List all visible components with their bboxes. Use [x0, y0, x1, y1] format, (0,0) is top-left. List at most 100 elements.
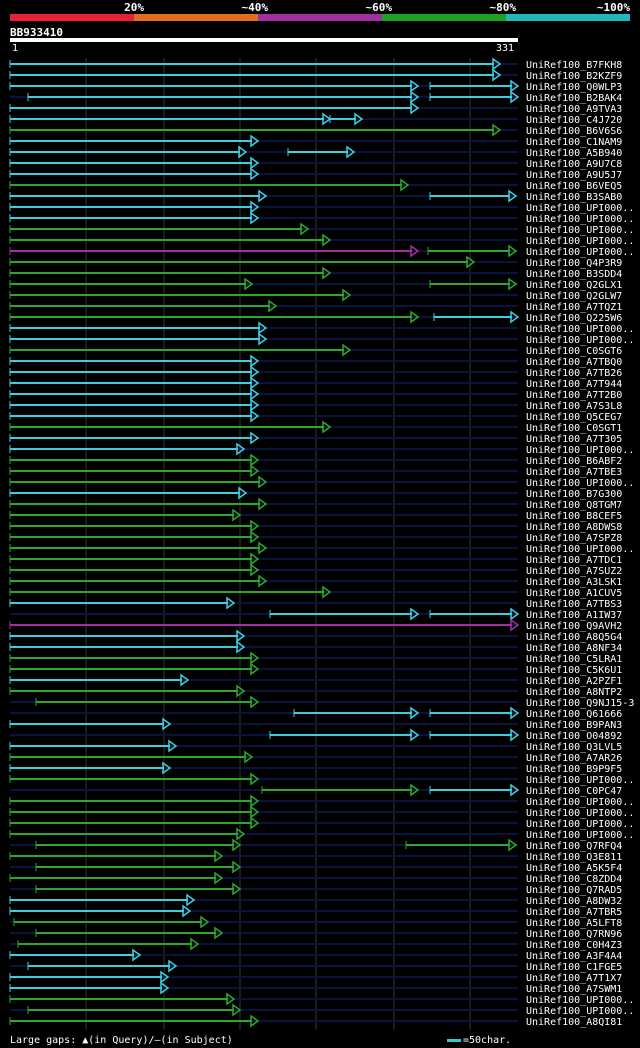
hit-label[interactable]: UniRef100_A9U7C8	[526, 159, 622, 170]
hit-label[interactable]: UniRef100_C4J720	[526, 115, 622, 126]
hit-label[interactable]: UniRef100_C0PC47	[526, 786, 622, 797]
hit-row[interactable]: UniRef100_C0SGT6	[9, 343, 622, 357]
hit-label[interactable]: UniRef100_Q61666	[526, 709, 622, 720]
hit-row[interactable]: UniRef100_UPI000..	[9, 541, 634, 555]
hit-label[interactable]: UniRef100_UPI000..	[526, 478, 634, 489]
hit-row[interactable]: UniRef100_A9TVA3	[9, 101, 622, 115]
hit-label[interactable]: UniRef100_C5K6U1	[526, 665, 622, 676]
hit-label[interactable]: UniRef100_A3LSK1	[526, 577, 622, 588]
hit-row[interactable]: UniRef100_UPI000..	[9, 332, 634, 346]
hit-label[interactable]: UniRef100_UPI000..	[526, 225, 634, 236]
hit-row[interactable]: UniRef100_A7T944	[9, 376, 622, 390]
hit-row[interactable]: UniRef100_A9U7C8	[9, 156, 622, 170]
hit-label[interactable]: UniRef100_B8CEF5	[526, 511, 622, 522]
hit-label[interactable]: UniRef100_B6V6S6	[526, 126, 622, 137]
hit-row[interactable]: UniRef100_UPI000..	[9, 321, 634, 335]
hit-row[interactable]: UniRef100_A8DWS8	[9, 519, 622, 533]
hit-row[interactable]: UniRef100_A5K5F4	[10, 860, 622, 874]
hit-label[interactable]: UniRef100_UPI000..	[526, 775, 634, 786]
hit-label[interactable]: UniRef100_UPI000..	[526, 324, 634, 335]
hit-label[interactable]: UniRef100_Q5CEG7	[526, 412, 622, 423]
hit-row[interactable]: UniRef100_UPI000..	[9, 475, 634, 489]
hit-label[interactable]: UniRef100_UPI000..	[526, 335, 634, 346]
hit-row[interactable]: UniRef100_B9PAN3	[9, 717, 622, 731]
hit-label[interactable]: UniRef100_B7FKH8	[526, 60, 622, 71]
hit-label[interactable]: UniRef100_C0SGT6	[526, 346, 622, 357]
hit-label[interactable]: UniRef100_B3SAB0	[526, 192, 622, 203]
hit-label[interactable]: UniRef100_A9TVA3	[526, 104, 622, 115]
hit-row[interactable]: UniRef100_A8Q5G4	[9, 629, 622, 643]
hit-row[interactable]: UniRef100_B2BAK4	[10, 90, 622, 104]
hit-label[interactable]: UniRef100_Q9NJ15-3	[526, 698, 634, 709]
hit-label[interactable]: UniRef100_A8NTP2	[526, 687, 622, 698]
hit-label[interactable]: UniRef100_A7T1X7	[526, 973, 622, 984]
hit-row[interactable]: UniRef100_A5B940	[9, 145, 622, 159]
hit-label[interactable]: UniRef100_B2KZF9	[526, 71, 622, 82]
hit-row[interactable]: UniRef100_C5K6U1	[9, 662, 622, 676]
hit-row[interactable]: UniRef100_B6ABF2	[9, 453, 622, 467]
hit-label[interactable]: UniRef100_A7T944	[526, 379, 622, 390]
hit-label[interactable]: UniRef100_A7TB26	[526, 368, 622, 379]
hit-row[interactable]: UniRef100_A8NF34	[9, 640, 622, 654]
hit-row[interactable]: UniRef100_A8DW32	[9, 893, 622, 907]
hit-row[interactable]: UniRef100_UPI000..	[9, 222, 634, 236]
hit-row[interactable]: UniRef100_A2PZF1	[9, 673, 622, 687]
hit-row[interactable]: UniRef100_C1FGE5	[10, 959, 622, 973]
hit-label[interactable]: UniRef100_O04892	[526, 731, 622, 742]
hit-label[interactable]: UniRef100_UPI000..	[526, 830, 634, 841]
hit-row[interactable]: UniRef100_Q2GLW7	[9, 288, 622, 302]
hit-row[interactable]: UniRef100_C1NAM9	[9, 134, 622, 148]
hit-row[interactable]: UniRef100_C8ZDD4	[9, 871, 622, 885]
hit-label[interactable]: UniRef100_UPI000..	[526, 247, 634, 258]
hit-label[interactable]: UniRef100_B9PAN3	[526, 720, 622, 731]
hit-label[interactable]: UniRef100_A7T305	[526, 434, 622, 445]
hit-label[interactable]: UniRef100_A8QI81	[526, 1017, 622, 1028]
hit-row[interactable]: UniRef100_Q7RAD5	[10, 882, 622, 896]
hit-row[interactable]: UniRef100_A8QI81	[9, 1014, 622, 1028]
hit-label[interactable]: UniRef100_Q7RAD5	[526, 885, 622, 896]
hit-row[interactable]: UniRef100_B3SAB0	[9, 189, 622, 203]
hit-label[interactable]: UniRef100_A8NF34	[526, 643, 622, 654]
hit-label[interactable]: UniRef100_C0SGT1	[526, 423, 622, 434]
hit-label[interactable]: UniRef100_UPI000..	[526, 808, 634, 819]
hit-label[interactable]: UniRef100_B7G300	[526, 489, 622, 500]
hit-row[interactable]: UniRef100_UPI000..	[9, 794, 634, 808]
hit-row[interactable]: UniRef100_A7SUZ2	[9, 563, 622, 577]
hit-row[interactable]: UniRef100_Q225W6	[9, 310, 622, 324]
hit-label[interactable]: UniRef100_UPI000..	[526, 214, 634, 225]
hit-row[interactable]: UniRef100_Q9AVH2	[9, 618, 622, 632]
hit-row[interactable]: UniRef100_A7TBE3	[9, 464, 622, 478]
hit-label[interactable]: UniRef100_A7TBE3	[526, 467, 622, 478]
hit-row[interactable]: UniRef100_A1IW37	[10, 607, 622, 621]
hit-row[interactable]: UniRef100_A8NTP2	[9, 684, 622, 698]
hit-row[interactable]: UniRef100_Q0WLP3	[9, 79, 622, 93]
hit-row[interactable]: UniRef100_UPI000..	[9, 442, 634, 456]
hit-row[interactable]: UniRef100_A7SPZ8	[9, 530, 622, 544]
hit-label[interactable]: UniRef100_A7TBR5	[526, 907, 622, 918]
hit-row[interactable]: UniRef100_A7TB26	[9, 365, 622, 379]
hit-label[interactable]: UniRef100_Q2GLW7	[526, 291, 622, 302]
hit-label[interactable]: UniRef100_C1NAM9	[526, 137, 622, 148]
hit-label[interactable]: UniRef100_Q225W6	[526, 313, 622, 324]
hit-row[interactable]: UniRef100_C0H4Z3	[10, 937, 622, 951]
hit-label[interactable]: UniRef100_UPI000..	[526, 819, 634, 830]
hit-row[interactable]: UniRef100_C0PC47	[10, 783, 622, 797]
hit-label[interactable]: UniRef100_B9P9F5	[526, 764, 622, 775]
hit-label[interactable]: UniRef100_A5K5F4	[526, 863, 622, 874]
hit-label[interactable]: UniRef100_A7TQZ1	[526, 302, 622, 313]
hit-label[interactable]: UniRef100_UPI000..	[526, 1006, 634, 1017]
hit-label[interactable]: UniRef100_A1IW37	[526, 610, 622, 621]
hit-row[interactable]: UniRef100_B7G300	[9, 486, 622, 500]
hit-row[interactable]: UniRef100_B8CEF5	[9, 508, 622, 522]
hit-row[interactable]: UniRef100_UPI000..	[9, 992, 634, 1006]
hit-row[interactable]: UniRef100_A9U5J7	[9, 167, 622, 181]
hit-label[interactable]: UniRef100_UPI000..	[526, 544, 634, 555]
hit-label[interactable]: UniRef100_UPI000..	[526, 445, 634, 456]
hit-label[interactable]: UniRef100_A7TBQ0	[526, 357, 622, 368]
hit-label[interactable]: UniRef100_A7SPZ8	[526, 533, 622, 544]
hit-row[interactable]: UniRef100_UPI000..	[10, 1003, 634, 1017]
hit-row[interactable]: UniRef100_UPI000..	[9, 200, 634, 214]
hit-row[interactable]: UniRef100_Q7RN96	[10, 926, 622, 940]
hit-label[interactable]: UniRef100_A7SWM1	[526, 984, 622, 995]
hit-label[interactable]: UniRef100_C5LRA1	[526, 654, 622, 665]
